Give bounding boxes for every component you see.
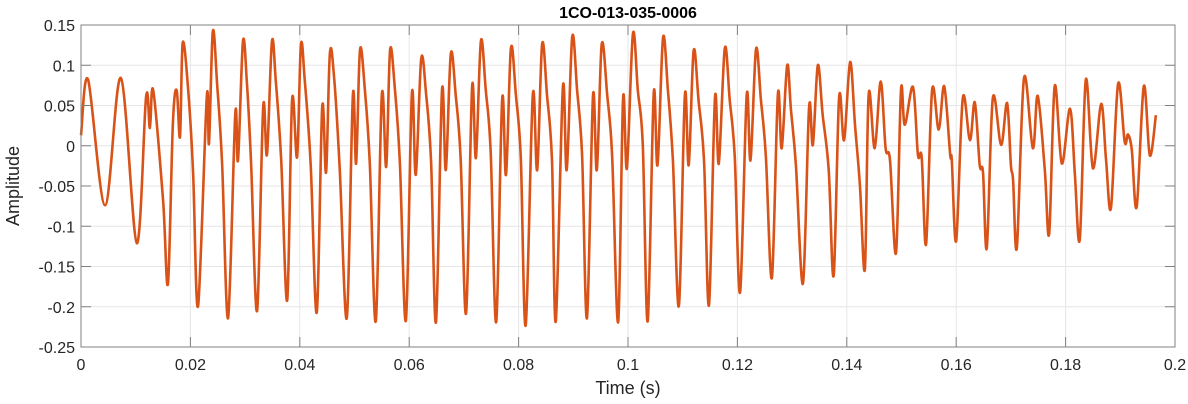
y-tick-label: 0.05 (44, 99, 75, 116)
y-tick-label: -0.05 (39, 179, 76, 196)
x-tick-label: 0.16 (941, 357, 972, 374)
y-tick-label: -0.15 (39, 260, 76, 277)
x-tick-label: 0.06 (394, 357, 425, 374)
x-tick-label: 0.18 (1050, 357, 1081, 374)
x-tick-label: 0 (77, 357, 86, 374)
x-axis-label: Time (s) (595, 378, 660, 398)
y-tick-label: 0.1 (53, 58, 75, 75)
x-tick-label: 0.1 (617, 357, 639, 374)
y-tick-label: -0.1 (47, 219, 75, 236)
x-tick-label: 0.12 (722, 357, 753, 374)
x-tick-label: 0.04 (284, 357, 315, 374)
y-tick-label: -0.25 (39, 340, 76, 357)
x-tick-label: 0.14 (831, 357, 862, 374)
y-tick-label: -0.2 (47, 300, 75, 317)
x-tick-label: 0.02 (175, 357, 206, 374)
chart-title: 1CO-013-035-0006 (559, 5, 697, 22)
ticks: 0 0.02 0.04 0.06 0.08 0.1 0.12 0.14 0.16 0.18 0.2 0… (39, 18, 1187, 374)
x-tick-label: 0.08 (503, 357, 534, 374)
y-axis-label: Amplitude (3, 146, 23, 226)
x-tick-label: 0.2 (1164, 357, 1186, 374)
y-tick-label: 0 (66, 139, 75, 156)
series-line (79, 28, 1158, 327)
y-tick-label: 0.15 (44, 18, 75, 35)
